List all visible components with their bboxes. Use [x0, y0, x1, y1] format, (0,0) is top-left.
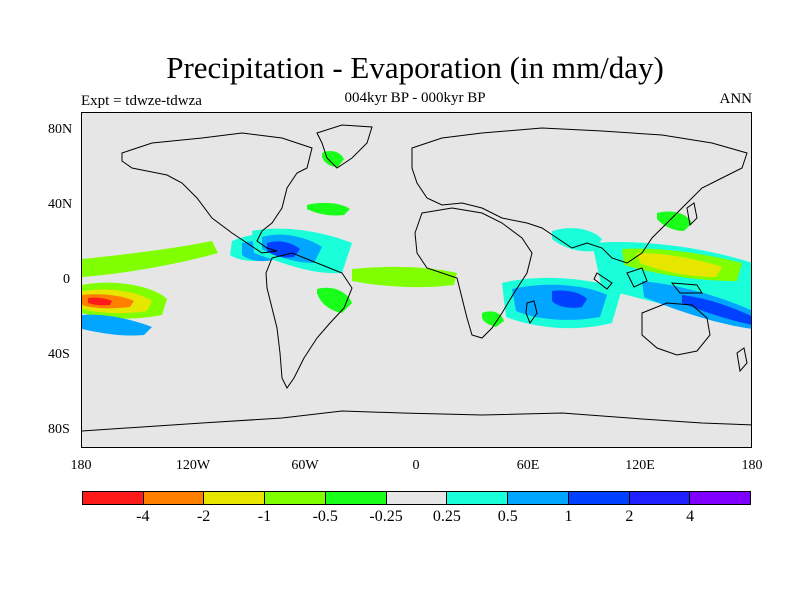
- coast-africa: [414, 207, 533, 339]
- lon-tick-120e: 120E: [625, 458, 655, 473]
- lon-tick-60w: 60W: [291, 458, 319, 473]
- colorbar-swatch: [325, 492, 387, 504]
- coast-borneo: [626, 267, 648, 288]
- colorbar-label: -0.5: [312, 508, 338, 525]
- colorbar-label: 2: [625, 508, 634, 525]
- colorbar-swatch: [690, 492, 751, 504]
- coast-south-america: [265, 252, 353, 389]
- coastlines: [82, 124, 751, 432]
- colorbar-label: -1: [257, 508, 272, 525]
- experiment-label: Expt = tdwze-tdwza: [81, 93, 202, 109]
- field-greenland-green: [322, 151, 344, 167]
- lat-tick-0: 0: [63, 272, 70, 287]
- colorbar-label: 4: [686, 508, 695, 525]
- anomaly-fields: [82, 151, 751, 336]
- field-wpac-yellow: [637, 253, 722, 277]
- lat-tick-40s: 40S: [48, 347, 70, 362]
- coast-greenland: [316, 124, 373, 169]
- lon-tick-120w: 120W: [175, 458, 211, 473]
- field-indian-dark: [552, 290, 587, 308]
- field-atlantic-green: [352, 266, 457, 288]
- colorbar-swatch: [143, 492, 205, 504]
- coast-north-america: [121, 132, 313, 254]
- colorbar-swatch: [508, 492, 569, 504]
- colorbar-swatch: [265, 492, 326, 504]
- lon-tick-180w: 180: [70, 458, 92, 473]
- colorbar-swatch: [568, 492, 630, 504]
- coast-madagascar: [525, 300, 538, 325]
- colorbar: [82, 491, 751, 505]
- colorbar-label: 0.25: [432, 508, 461, 525]
- colorbar-label: -4: [136, 508, 150, 525]
- colorbar-label: -2: [196, 508, 211, 525]
- lon-tick-60e: 60E: [516, 458, 540, 473]
- field-brazil-green: [317, 287, 352, 313]
- field-wpac-dark: [682, 295, 751, 325]
- coast-sumatra: [593, 272, 613, 290]
- field-swpac-blue: [82, 314, 152, 336]
- colorbar-label: -0.25: [369, 508, 403, 525]
- lat-tick-80n: 80N: [48, 122, 73, 137]
- coast-antarctica: [82, 410, 751, 432]
- colorbar-label: 1: [564, 508, 573, 525]
- colorbar-swatch: [447, 492, 509, 504]
- lat-tick-80s: 80S: [48, 422, 70, 437]
- coast-new-guinea: [670, 282, 703, 294]
- colorbar-swatch: [204, 492, 266, 504]
- coast-japan: [686, 202, 698, 227]
- lon-tick-0: 0: [412, 458, 420, 473]
- coast-eurasia: [411, 127, 748, 264]
- plot-subtitle: 004kyr BP - 000kyr BP: [344, 90, 486, 106]
- colorbar-swatch: [83, 492, 144, 504]
- field-asia-cyan: [552, 228, 602, 252]
- colorbar-swatch: [629, 492, 691, 504]
- lon-tick-180e: 180: [741, 458, 763, 473]
- field-swpac-red: [88, 297, 112, 306]
- coast-new-zealand: [736, 347, 748, 373]
- world-map: [81, 112, 752, 448]
- lat-tick-40n: 40N: [48, 197, 73, 212]
- field-pacific-green: [82, 241, 218, 277]
- field-natl-green: [307, 202, 350, 216]
- field-asia-green: [657, 211, 692, 231]
- coast-australia: [641, 302, 711, 356]
- colorbar-label: 0.5: [497, 508, 518, 525]
- map-canvas: [82, 124, 751, 432]
- colorbar-swatch: [386, 492, 448, 504]
- field-safrica-green: [482, 311, 504, 327]
- plot-title: Precipitation - Evaporation (in mm/day): [166, 50, 664, 85]
- season-label: ANN: [719, 91, 753, 107]
